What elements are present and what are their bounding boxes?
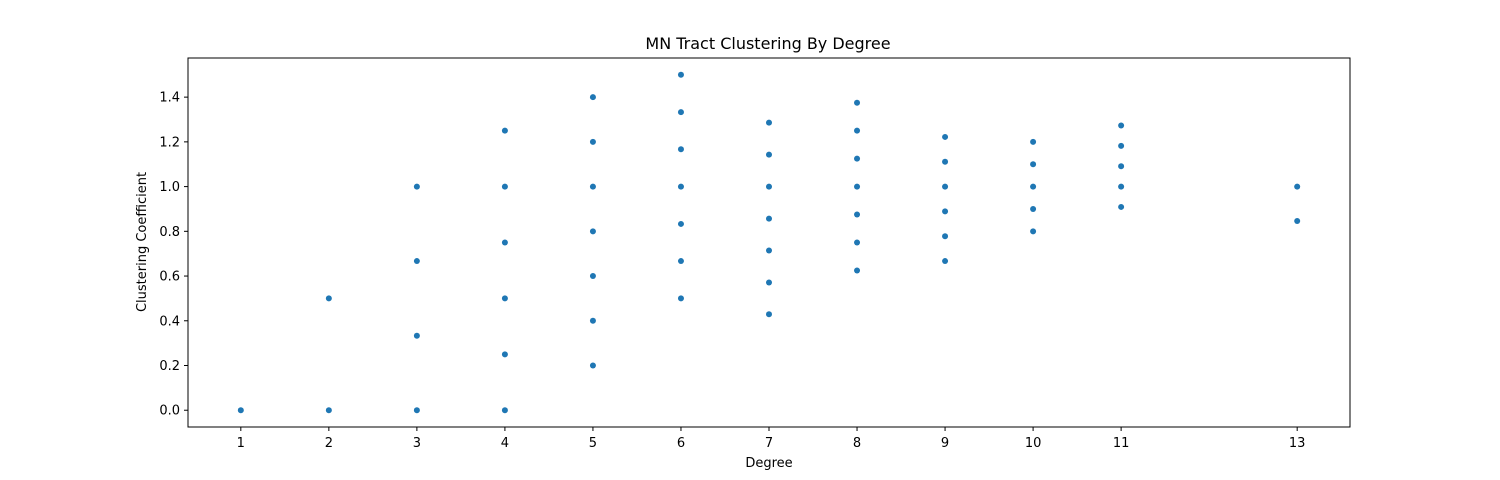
data-point <box>1030 183 1037 190</box>
x-tick-label: 8 <box>853 436 861 451</box>
data-point <box>1118 142 1125 149</box>
data-point <box>589 362 596 369</box>
data-point <box>1118 183 1125 190</box>
data-point <box>1294 183 1301 190</box>
data-point <box>501 295 508 302</box>
data-point <box>942 258 949 265</box>
data-point <box>413 258 420 265</box>
data-point <box>854 211 861 218</box>
data-point <box>589 273 596 280</box>
chart-title: MN Tract Clustering By Degree <box>645 34 890 53</box>
data-point <box>766 279 772 286</box>
data-point <box>413 407 420 414</box>
data-point <box>677 146 684 153</box>
data-point <box>1030 161 1037 168</box>
x-tick-label: 10 <box>1025 436 1042 451</box>
data-point <box>413 183 420 190</box>
data-point <box>677 109 684 116</box>
data-point <box>501 239 508 246</box>
data-point <box>677 183 684 190</box>
y-tick-label: 1.0 <box>159 180 180 195</box>
data-point <box>1030 205 1037 212</box>
data-point <box>766 183 772 190</box>
data-point <box>854 99 861 106</box>
data-point <box>677 220 684 227</box>
data-point <box>1118 203 1125 210</box>
data-point <box>501 351 508 358</box>
data-point <box>942 133 949 140</box>
data-point <box>589 183 596 190</box>
x-tick-label: 13 <box>1289 436 1306 451</box>
data-point <box>501 183 508 190</box>
data-point <box>1118 122 1125 129</box>
y-tick-label: 0.2 <box>159 359 180 374</box>
data-point <box>942 233 949 240</box>
data-point <box>677 71 684 78</box>
data-point <box>766 247 772 254</box>
data-point <box>237 407 244 414</box>
data-point <box>501 407 508 414</box>
data-point <box>589 94 596 101</box>
data-point <box>854 267 861 274</box>
x-tick-label: 9 <box>941 436 949 451</box>
data-point <box>766 311 772 318</box>
y-axis-label: Clustering Coefficient <box>135 172 150 312</box>
y-axis-ticks: 0.0 0.2 0.4 0.6 0.8 1.0 1.2 1.4 <box>159 91 188 419</box>
y-tick-label: 0.4 <box>159 314 180 329</box>
data-point <box>766 151 772 158</box>
data-point <box>766 119 772 126</box>
x-tick-label: 2 <box>325 436 333 451</box>
data-point <box>942 208 949 215</box>
data-point <box>589 317 596 324</box>
y-tick-label: 1.2 <box>159 135 180 150</box>
plot-area <box>188 58 1350 427</box>
data-point <box>1118 163 1125 170</box>
data-point <box>942 183 949 190</box>
data-point <box>854 183 861 190</box>
data-point <box>854 239 861 246</box>
x-axis-ticks: 1 2 3 4 5 6 7 8 9 10 11 13 <box>237 427 1306 451</box>
data-point <box>677 258 684 265</box>
data-point <box>942 158 949 165</box>
data-point <box>854 155 861 162</box>
data-point <box>325 407 332 414</box>
x-axis-label: Degree <box>745 456 792 471</box>
data-point <box>1030 228 1037 235</box>
x-tick-label: 6 <box>677 436 685 451</box>
data-point <box>766 215 772 222</box>
y-tick-label: 0.0 <box>159 404 180 419</box>
data-point <box>501 127 508 134</box>
x-tick-label: 1 <box>237 436 245 451</box>
x-tick-label: 5 <box>589 436 597 451</box>
data-point <box>854 127 861 134</box>
y-tick-label: 1.4 <box>159 91 180 106</box>
data-point <box>413 332 420 339</box>
data-point <box>589 228 596 235</box>
x-tick-label: 4 <box>501 436 509 451</box>
x-tick-label: 3 <box>413 436 421 451</box>
data-point <box>1294 218 1301 225</box>
y-tick-label: 0.6 <box>159 270 180 285</box>
y-tick-label: 0.8 <box>159 225 180 240</box>
x-tick-label: 7 <box>765 436 773 451</box>
data-points <box>237 71 1301 414</box>
data-point <box>589 138 596 145</box>
data-point <box>677 295 684 302</box>
x-tick-label: 11 <box>1113 436 1130 451</box>
data-point <box>1030 138 1037 145</box>
data-point <box>325 295 332 302</box>
